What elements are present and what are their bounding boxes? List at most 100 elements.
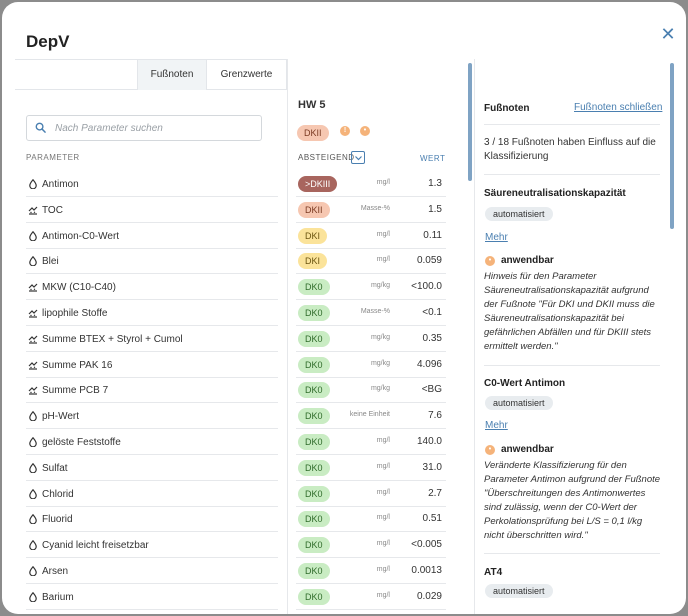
value-label: 4.096 xyxy=(416,358,442,370)
unit-label: mg/kg xyxy=(370,282,390,290)
parameter-name: TOC xyxy=(42,204,63,216)
automated-tag: automatisiert xyxy=(485,396,553,410)
sort-label: ABSTEIGEND xyxy=(298,153,355,162)
footnote-marker-icon[interactable]: • xyxy=(360,126,370,136)
warning-icon[interactable]: ! xyxy=(340,126,350,136)
class-badge: DK0 xyxy=(298,434,330,450)
class-badge: >DKIII xyxy=(298,176,338,192)
value-label: 0.0013 xyxy=(411,565,442,576)
footnote-text: Hinweis für den Parameter Säureneutralis… xyxy=(484,271,655,352)
close-icon[interactable]: ✕ xyxy=(660,24,676,44)
parameter-row[interactable]: Summe BTEX + Styrol + Cumol xyxy=(26,326,278,352)
earth-icon xyxy=(28,206,38,215)
unit-label: mg/l xyxy=(376,514,390,522)
parameter-name: Fluorid xyxy=(42,514,73,526)
drop-icon xyxy=(29,179,37,189)
applicable-icon: • xyxy=(485,445,495,455)
value-row: DK0 mg/l 0.51 xyxy=(296,506,446,533)
unit-label: mg/l xyxy=(376,591,390,599)
parameter-row[interactable]: Sulfat xyxy=(26,455,278,481)
class-badge: DK0 xyxy=(298,485,330,502)
footnote-title: C0-Wert Antimon xyxy=(484,378,566,389)
parameter-row[interactable]: Blei xyxy=(26,248,278,275)
search-input[interactable]: Nach Parameter suchen xyxy=(26,115,262,141)
footnote-status: anwendbar xyxy=(501,255,554,266)
parameter-name: Summe PCB 7 xyxy=(42,385,109,397)
parameter-row[interactable]: Fluorid xyxy=(26,506,278,533)
parameter-row[interactable]: Barium xyxy=(26,584,278,610)
value-label: 0.51 xyxy=(422,513,442,525)
sort-toggle-button[interactable] xyxy=(351,151,365,164)
value-row: DK0 mg/l 0.0013 xyxy=(296,558,446,584)
unit-label: mg/kg xyxy=(370,385,390,393)
divider xyxy=(484,365,660,366)
class-badge: DK0 xyxy=(298,330,330,347)
parameter-row[interactable]: Summe PAK 16 xyxy=(26,352,278,378)
parameter-row[interactable]: Chlorid xyxy=(26,481,278,507)
more-link[interactable]: Mehr xyxy=(485,420,508,431)
parameter-row[interactable]: Cyanid leicht freisetzbar xyxy=(26,532,278,559)
parameter-name: lipophile Stoffe xyxy=(42,308,108,319)
value-label: 0.029 xyxy=(416,590,442,602)
unit-label: mg/kg xyxy=(370,333,390,341)
parameter-row[interactable]: MKW (C10-C40) xyxy=(26,274,278,301)
parameter-name: Cyanid leicht freisetzbar xyxy=(42,540,149,552)
value-column-header[interactable]: WERT xyxy=(420,154,446,163)
footnote-title: Säureneutralisationskapazität xyxy=(484,188,626,199)
divider xyxy=(484,174,660,175)
parameter-row[interactable]: Summe PCB 7 xyxy=(26,377,278,404)
unit-label: mg/l xyxy=(376,179,390,186)
class-badge: DK0 xyxy=(298,537,330,554)
footnotes-title: Fußnoten xyxy=(484,103,530,114)
footnote-status: anwendbar xyxy=(501,444,554,455)
scrollbar-footnotes[interactable] xyxy=(670,63,674,229)
footnote-text: Veränderte Klassifizierung für den Param… xyxy=(484,460,661,541)
drop-icon xyxy=(29,230,37,241)
earth-icon xyxy=(28,283,38,292)
footnote-title: AT4 xyxy=(484,567,503,578)
tab-fussnoten[interactable]: Fußnoten xyxy=(137,60,207,90)
parameter-row[interactable]: Antimon xyxy=(26,171,278,197)
value-label: 0.059 xyxy=(416,255,442,267)
parameter-name: Arsen xyxy=(42,566,69,577)
search-icon xyxy=(35,122,46,133)
more-link[interactable]: Mehr xyxy=(485,232,508,243)
unit-label: mg/kg xyxy=(370,359,390,367)
value-label: 7.6 xyxy=(428,410,442,422)
parameter-row[interactable]: pH-Wert xyxy=(26,403,278,430)
earth-icon xyxy=(28,335,38,344)
divider xyxy=(484,553,660,554)
unit-label: keine Einheit xyxy=(349,411,390,419)
parameter-row[interactable]: lipophile Stoffe xyxy=(26,300,278,326)
class-badge: DK0 xyxy=(298,382,330,399)
parameter-row[interactable]: Antimon-C0-Wert xyxy=(26,223,278,249)
drop-icon xyxy=(29,540,37,551)
unit-label: mg/l xyxy=(376,566,390,573)
parameter-row[interactable]: TOC xyxy=(26,197,278,223)
parameter-name: gelöste Feststoffe xyxy=(42,437,121,448)
parameter-row[interactable]: gelöste Feststoffe xyxy=(26,429,278,455)
value-row: DK0 mg/l 140.0 xyxy=(296,429,446,455)
value-label: <BG xyxy=(421,384,442,396)
hw-class-badge: DKII xyxy=(297,123,329,141)
modal-title: DepV xyxy=(26,32,70,51)
value-label: 0.11 xyxy=(423,229,442,241)
tab-grenzwerte[interactable]: Grenzwerte xyxy=(207,60,287,90)
value-label: <100.0 xyxy=(411,281,442,293)
close-footnotes-link[interactable]: Fußnoten schließen xyxy=(574,102,663,113)
hw-class-label: DKII xyxy=(297,125,329,141)
drop-icon xyxy=(29,591,37,602)
class-badge: DK0 xyxy=(298,563,330,579)
unit-label: mg/l xyxy=(376,256,390,264)
automated-tag: automatisiert xyxy=(485,584,553,598)
parameter-row[interactable]: Arsen xyxy=(26,558,278,584)
column-divider xyxy=(287,59,288,614)
earth-icon xyxy=(28,386,38,395)
drop-icon xyxy=(29,514,37,525)
value-row: DK0 Masse-% <0.1 xyxy=(296,300,446,326)
hw-title: HW 5 xyxy=(298,99,326,111)
scrollbar-values[interactable] xyxy=(468,63,472,181)
divider xyxy=(484,124,660,125)
search-placeholder: Nach Parameter suchen xyxy=(55,123,163,134)
